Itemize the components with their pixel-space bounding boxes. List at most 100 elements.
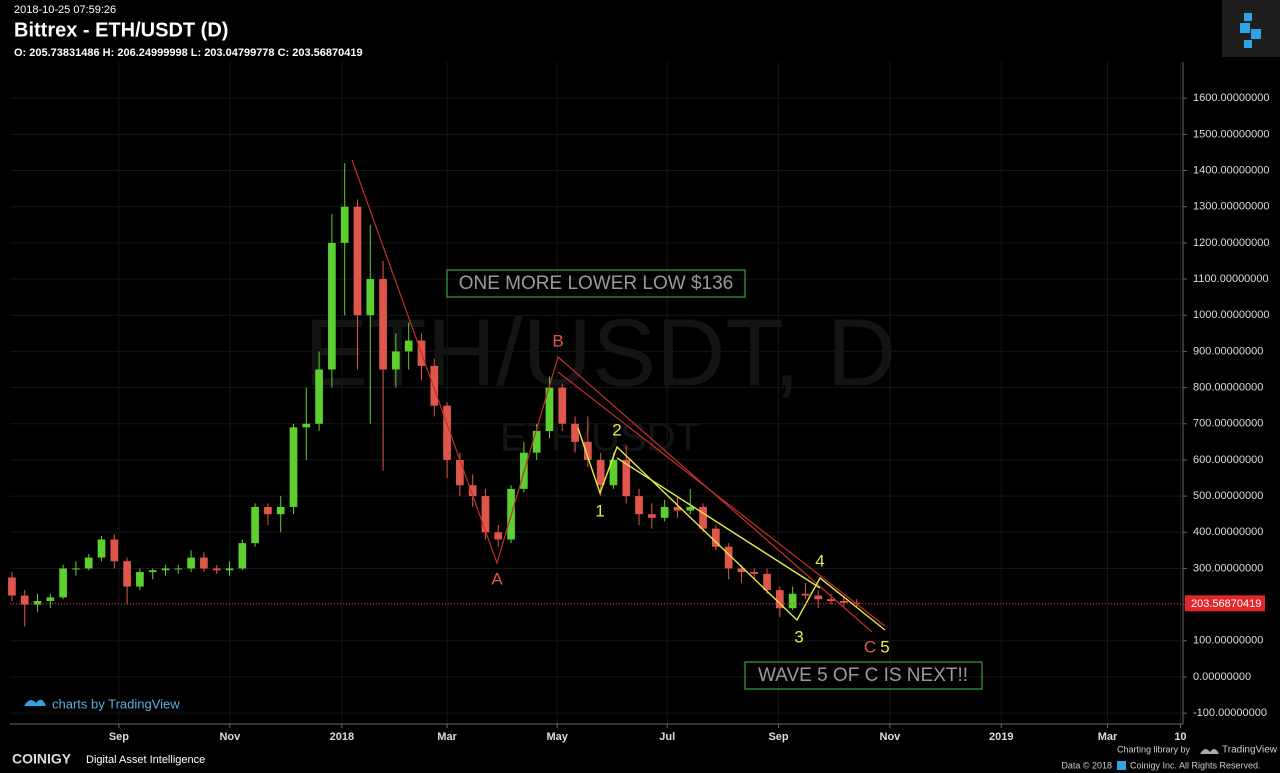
candle-body bbox=[596, 459, 605, 486]
timestamp: 2018-10-25 07:59:26 bbox=[14, 4, 116, 16]
candle-body bbox=[660, 506, 669, 518]
y-tick-label: 1300.00000000 bbox=[1193, 201, 1269, 213]
price-label: 203.56870419 bbox=[1191, 598, 1261, 610]
candle-body bbox=[302, 423, 311, 428]
y-tick-label: 1600.00000000 bbox=[1193, 92, 1269, 104]
y-tick-label: 900.00000000 bbox=[1193, 345, 1263, 357]
candle-body bbox=[84, 557, 93, 569]
candle-body bbox=[699, 506, 707, 529]
y-tick-label: 300.00000000 bbox=[1193, 562, 1263, 574]
candle-body bbox=[136, 572, 144, 587]
candle-body bbox=[827, 599, 835, 602]
candle-body bbox=[468, 485, 477, 497]
candle-body bbox=[340, 206, 349, 243]
candle-body bbox=[200, 557, 208, 569]
tagline: Digital Asset Intelligence bbox=[86, 754, 205, 766]
library-icon bbox=[1200, 748, 1219, 754]
candle-body bbox=[353, 206, 362, 316]
x-tick-label: Jul bbox=[659, 731, 675, 743]
logo bbox=[1240, 13, 1261, 48]
tv-icon bbox=[24, 699, 46, 706]
coinigy-icon bbox=[1117, 761, 1126, 770]
candle-body bbox=[622, 459, 631, 497]
candle-body bbox=[724, 546, 733, 569]
candle-body bbox=[366, 279, 375, 316]
candle-body bbox=[776, 590, 784, 609]
y-tick-label: 100.00000000 bbox=[1193, 635, 1263, 647]
candle-body bbox=[456, 459, 464, 486]
note: WAVE 5 OF C IS NEXT!! bbox=[758, 665, 968, 686]
brand: COINIGY bbox=[12, 751, 72, 767]
candle-body bbox=[225, 568, 234, 571]
candle-body bbox=[392, 351, 400, 370]
x-tick-label: 10 bbox=[1174, 731, 1186, 743]
candle-body bbox=[110, 539, 119, 562]
candle-body bbox=[532, 430, 541, 453]
candle-body bbox=[123, 561, 131, 587]
candle-body bbox=[97, 539, 106, 558]
candle-body bbox=[404, 340, 413, 352]
x-tick-label: Sep bbox=[768, 731, 788, 743]
y-tick-label: 1500.00000000 bbox=[1193, 128, 1269, 140]
candle-body bbox=[839, 601, 848, 603]
channel-line bbox=[616, 457, 821, 589]
candle-body bbox=[801, 593, 810, 596]
candle-body bbox=[212, 568, 221, 571]
candle-body bbox=[648, 514, 656, 518]
wave-label: B bbox=[552, 331, 563, 350]
tv-badge: charts by TradingView bbox=[52, 696, 180, 711]
grid bbox=[10, 62, 1183, 724]
wave-label: 1 bbox=[595, 501, 604, 520]
candle-body bbox=[609, 459, 618, 486]
wave-12345 bbox=[577, 427, 886, 631]
candle-body bbox=[187, 557, 195, 569]
candle-body bbox=[315, 369, 323, 424]
wave-label: 2 bbox=[612, 420, 621, 439]
channel-line bbox=[557, 371, 886, 627]
y-tick-label: 1000.00000000 bbox=[1193, 309, 1269, 321]
candle-body bbox=[737, 568, 746, 573]
candle-body bbox=[763, 573, 771, 591]
x-tick-label: 2018 bbox=[330, 731, 354, 743]
candle-body bbox=[33, 601, 42, 605]
copyright: Data © 2018 bbox=[1061, 760, 1112, 770]
x-tick-label: Mar bbox=[1098, 731, 1118, 743]
y-tick-label: 0.00000000 bbox=[1193, 671, 1251, 683]
price-label-box bbox=[1185, 595, 1265, 612]
candle-body bbox=[289, 427, 298, 507]
note-box bbox=[744, 661, 983, 690]
chart-title: Bittrex - ETH/USDT (D) bbox=[14, 19, 228, 41]
y-tick-label: 1200.00000000 bbox=[1193, 237, 1269, 249]
wave-label: C bbox=[864, 637, 876, 656]
candle-body bbox=[161, 568, 170, 571]
x-tick-label: Sep bbox=[109, 731, 129, 743]
x-tick-label: Mar bbox=[437, 731, 457, 743]
candles bbox=[8, 163, 861, 627]
candle-body bbox=[46, 597, 55, 602]
y-tick-label: 500.00000000 bbox=[1193, 490, 1263, 502]
candle-body bbox=[174, 568, 183, 570]
candle-body bbox=[545, 387, 554, 431]
candle-body bbox=[328, 242, 336, 370]
watermark: ETH/USDT, D bbox=[304, 299, 896, 406]
candle-body bbox=[264, 506, 272, 515]
candle-body bbox=[635, 496, 643, 515]
x-tick-label: Nov bbox=[219, 731, 241, 743]
candle-body bbox=[443, 405, 451, 460]
candle-body bbox=[379, 279, 387, 370]
candle-body bbox=[59, 568, 67, 598]
wave-label: A bbox=[491, 569, 503, 588]
candle-body bbox=[72, 568, 80, 570]
ohlc: O: 205.73831486 H: 206.24999998 L: 203.0… bbox=[14, 47, 363, 59]
candle-body bbox=[430, 365, 439, 406]
candle-body bbox=[686, 506, 695, 511]
candle-body bbox=[788, 593, 797, 609]
candle-body bbox=[8, 577, 16, 596]
note: ONE MORE LOWER LOW $136 bbox=[459, 273, 734, 294]
candle-body bbox=[750, 572, 759, 574]
y-tick-label: 600.00000000 bbox=[1193, 454, 1263, 466]
wave-label: 5 bbox=[880, 637, 889, 656]
candle-body bbox=[238, 543, 247, 569]
